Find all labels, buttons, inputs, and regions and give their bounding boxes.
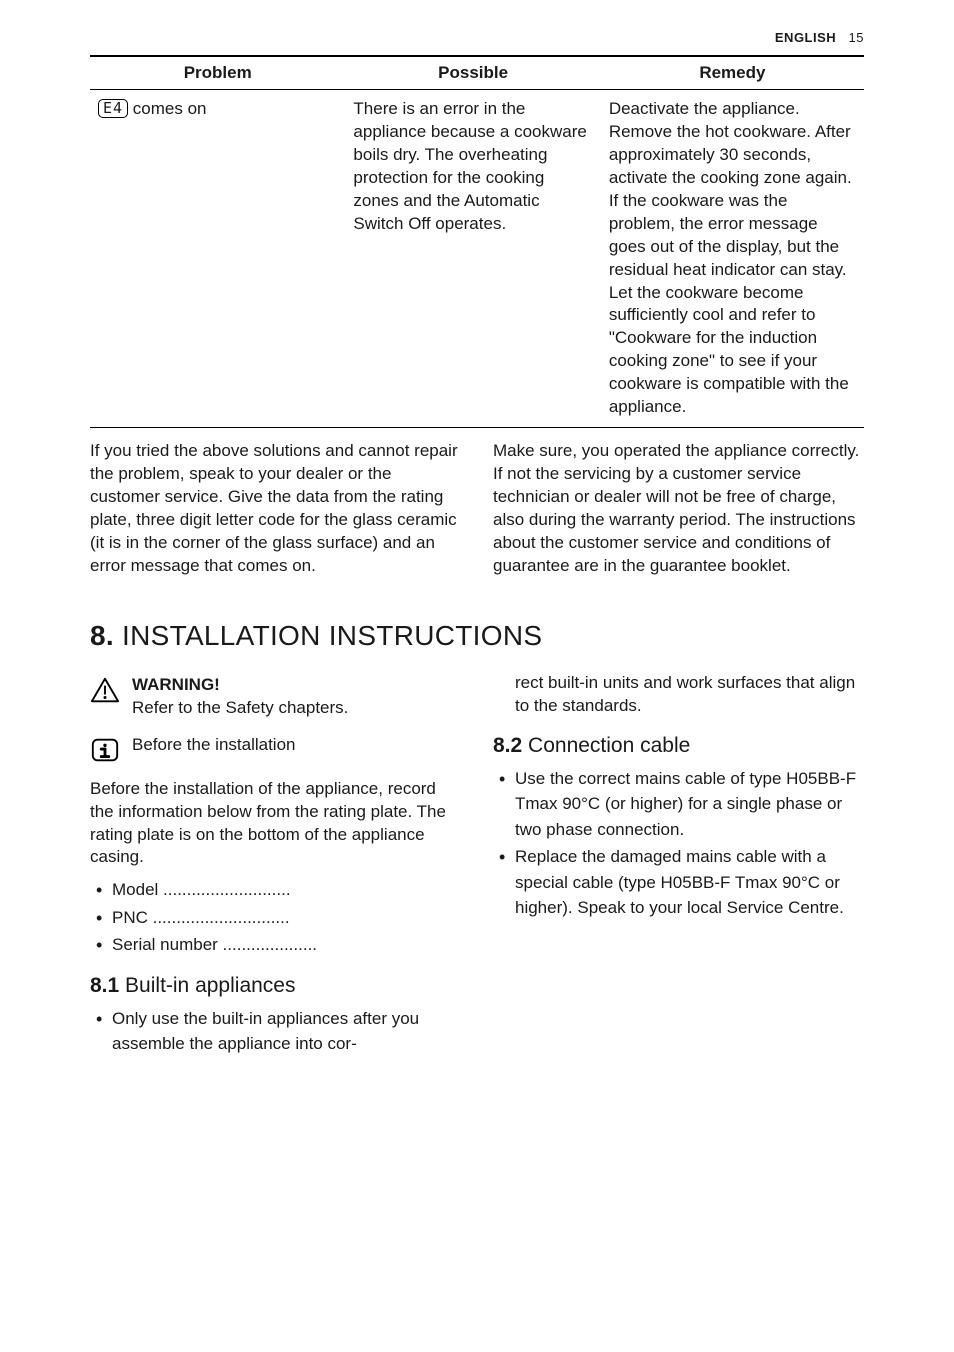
cell-possible: There is an error in the appliance becau…	[345, 90, 600, 428]
field-pnc: PNC .............................	[90, 905, 461, 931]
warning-text-block: WARNING! Refer to the Safety chapters.	[132, 674, 348, 720]
subsection-82-heading: 8.2 Connection cable	[493, 734, 864, 758]
section-heading: 8. INSTALLATION INSTRUCTIONS	[90, 620, 864, 652]
error-code-badge: E4	[98, 99, 128, 118]
section-number: 8.	[90, 620, 114, 651]
page-header: ENGLISH 15	[90, 30, 864, 45]
after-table-right: Make sure, you operated the appliance co…	[493, 440, 864, 578]
header-language: ENGLISH	[775, 30, 836, 45]
info-note: Before the installation	[90, 734, 461, 764]
field-model: Model ...........................	[90, 877, 461, 903]
after-table-left: If you tried the above solutions and can…	[90, 440, 461, 578]
sub82-bullet-2: Replace the damaged mains cable with a s…	[493, 844, 864, 921]
sub81-bullet-right: rect built-in units and work surfaces th…	[515, 672, 864, 718]
sub81-bullet-left: Only use the built-in appliances after y…	[90, 1006, 461, 1057]
th-problem: Problem	[90, 56, 345, 90]
table-header-row: Problem Possible Remedy	[90, 56, 864, 90]
warning-note: WARNING! Refer to the Safety chapters.	[90, 674, 461, 720]
sub82-title: Connection cable	[528, 734, 690, 757]
sub81-number: 8.1	[90, 974, 119, 997]
rating-plate-fields: Model ........................... PNC ..…	[90, 877, 461, 958]
th-possible: Possible	[345, 56, 600, 90]
warning-text: Refer to the Safety chapters.	[132, 698, 348, 717]
sub81-list: Only use the built-in appliances after y…	[90, 1006, 461, 1057]
sub81-title: Built-in appliances	[125, 974, 295, 997]
manual-page: ENGLISH 15 Problem Possible Remedy E4 co…	[0, 0, 954, 1119]
problem-text: comes on	[128, 99, 206, 118]
cell-remedy: Deactivate the appliance. Remove the hot…	[601, 90, 864, 428]
header-page-number: 15	[849, 30, 864, 45]
right-column: rect built-in units and work surfaces th…	[493, 668, 864, 1059]
left-column: WARNING! Refer to the Safety chapters. B…	[90, 668, 461, 1059]
section-title: INSTALLATION INSTRUCTIONS	[122, 620, 542, 651]
cell-problem: E4 comes on	[90, 90, 345, 428]
troubleshooting-table: Problem Possible Remedy E4 comes on Ther…	[90, 55, 864, 428]
intro-paragraph: Before the installation of the appliance…	[90, 778, 461, 870]
section-body: WARNING! Refer to the Safety chapters. B…	[90, 668, 864, 1059]
table-row: E4 comes on There is an error in the app…	[90, 90, 864, 428]
field-serial: Serial number ....................	[90, 932, 461, 958]
info-text: Before the installation	[132, 734, 296, 757]
sub82-list: Use the correct mains cable of type H05B…	[493, 766, 864, 921]
info-icon	[90, 736, 120, 764]
after-table-note: If you tried the above solutions and can…	[90, 440, 864, 578]
subsection-81-heading: 8.1 Built-in appliances	[90, 974, 461, 998]
warning-label: WARNING!	[132, 675, 220, 694]
sub82-number: 8.2	[493, 734, 522, 757]
sub82-bullet-1: Use the correct mains cable of type H05B…	[493, 766, 864, 843]
th-remedy: Remedy	[601, 56, 864, 90]
warning-icon	[90, 676, 120, 704]
